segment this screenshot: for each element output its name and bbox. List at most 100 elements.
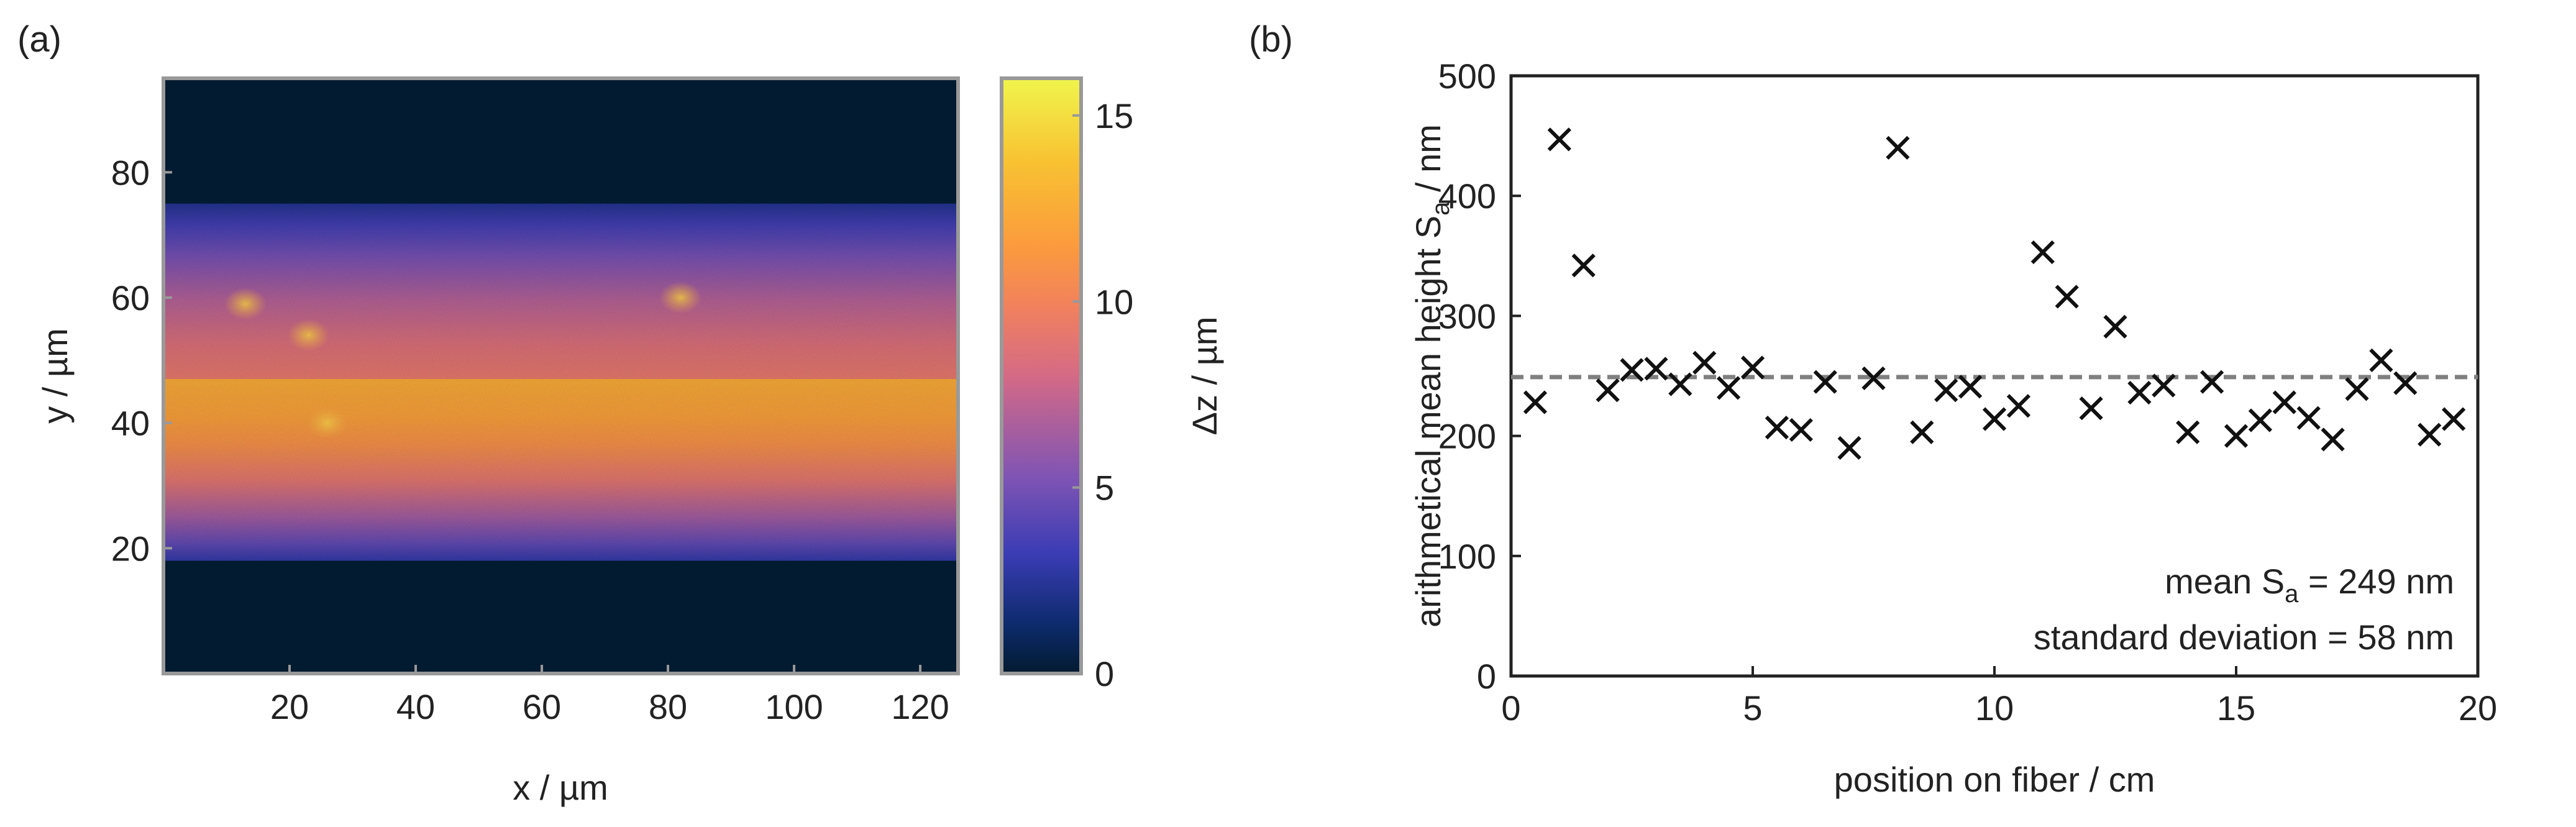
scatter-point-stroke bbox=[1571, 254, 1596, 278]
scatter-point bbox=[1861, 366, 1886, 390]
heatmap-x-tick-label: 80 bbox=[649, 687, 687, 726]
scatter-point bbox=[2006, 394, 2031, 418]
heatmap-y-tick-label: 40 bbox=[111, 404, 150, 443]
scatter-point-stroke bbox=[2272, 390, 2296, 414]
colorbar-tick-label: 10 bbox=[1095, 282, 1133, 321]
scatter-point-stroke bbox=[1910, 420, 1934, 444]
scatter-y-axis-label: arithmetical mean height Sa / nm bbox=[1409, 124, 1455, 628]
heatmap-x-axis-label: x / µm bbox=[513, 768, 608, 807]
scatter-point-stroke bbox=[2006, 394, 2031, 418]
scatter-point bbox=[1789, 418, 1813, 442]
scatter-point bbox=[1886, 135, 1910, 160]
scatter-point-stroke bbox=[2393, 371, 2418, 395]
scatter-x-tick-label: 0 bbox=[1501, 688, 1520, 728]
scatter-x-ticks: 0 5 10 15 20 bbox=[1501, 666, 2497, 728]
colorbar-frame bbox=[1000, 76, 1083, 675]
scatter-y-tick-label: 200 bbox=[1438, 417, 1496, 456]
colorbar-tick-label: 5 bbox=[1095, 468, 1114, 508]
scatter-y-tick-label: 0 bbox=[1477, 657, 1496, 696]
scatter-point-stroke bbox=[1523, 390, 1548, 414]
scatter-y-ticks: 0 100 200 300 400 500 bbox=[1438, 57, 1521, 696]
heatmap-x-tick-label: 20 bbox=[270, 687, 309, 726]
scatter-point bbox=[1934, 378, 1958, 403]
scatter-point-stroke bbox=[1934, 378, 1958, 403]
scatter-point bbox=[2079, 396, 2103, 421]
scatter-point bbox=[2296, 406, 2321, 430]
scatter-point bbox=[2441, 407, 2466, 431]
panel-b-label: (b) bbox=[1249, 19, 1293, 60]
panel-a-label: (a) bbox=[17, 19, 62, 60]
scatter-y-tick-label: 300 bbox=[1438, 296, 1496, 336]
scatter-point bbox=[1571, 254, 1596, 278]
heatmap-x-tick-label: 40 bbox=[396, 687, 435, 726]
scatter-point bbox=[2103, 314, 2127, 339]
scatter-point-stroke bbox=[1982, 407, 2007, 431]
scatter-point-stroke bbox=[1765, 415, 1789, 440]
scatter-point-stroke bbox=[2152, 373, 2176, 398]
scatter-x-tick-label: 20 bbox=[2459, 688, 2497, 728]
scatter-point bbox=[2418, 423, 2442, 447]
scatter-point bbox=[1523, 390, 1548, 414]
colorbar-tick-label: 15 bbox=[1095, 96, 1133, 135]
scatter-point-stroke bbox=[1547, 127, 1571, 152]
scatter-point bbox=[2345, 377, 2369, 401]
scatter-point bbox=[1620, 358, 1644, 382]
scatter-point-stroke bbox=[1837, 436, 1861, 460]
scatter-x-tick-label: 15 bbox=[2217, 688, 2255, 728]
heatmap-x-tick-label: 100 bbox=[765, 687, 823, 726]
scatter-point bbox=[1765, 415, 1789, 440]
scatter-x-axis-label: position on fiber / cm bbox=[1834, 760, 2155, 799]
scatter-point-stroke bbox=[2248, 408, 2273, 432]
std-annotation: standard deviation = 58 nm bbox=[2034, 618, 2454, 657]
scatter-point-stroke bbox=[2345, 377, 2369, 401]
scatter-y-tick-label: 100 bbox=[1438, 537, 1496, 576]
scatter-point-stroke bbox=[1596, 378, 1620, 403]
scatter-y-tick-label: 500 bbox=[1438, 57, 1496, 96]
scatter-point bbox=[1692, 350, 1717, 375]
scatter-point bbox=[1837, 436, 1861, 460]
colorbar-ticks: 0 5 10 15 bbox=[1072, 96, 1133, 693]
heatmap-x-tick-label: 120 bbox=[891, 687, 949, 726]
scatter-point-stroke bbox=[1644, 357, 1668, 381]
heatmap-x-ticks: 20 40 60 80 100 120 bbox=[270, 665, 949, 726]
scatter-point-stroke bbox=[2321, 427, 2345, 452]
scatter-point bbox=[1668, 372, 1692, 396]
scatter-point bbox=[1813, 370, 1837, 394]
scatter-point-stroke bbox=[2296, 406, 2321, 430]
scatter-point-stroke bbox=[1668, 372, 1692, 396]
scatter-x-tick-label: 10 bbox=[1975, 688, 2014, 728]
fiber-band-texture bbox=[163, 203, 958, 561]
scatter-point-stroke bbox=[2176, 420, 2200, 444]
scatter-point bbox=[1910, 420, 1934, 444]
scatter-point-stroke bbox=[2369, 348, 2393, 373]
scatter-point-stroke bbox=[1861, 366, 1886, 390]
scatter-point bbox=[2055, 285, 2079, 309]
scatter-point bbox=[1982, 407, 2007, 431]
scatter-point bbox=[2176, 420, 2200, 444]
heatmap-area bbox=[162, 76, 960, 675]
colorbar-strip bbox=[1002, 78, 1081, 674]
scatter-point bbox=[2030, 240, 2055, 265]
scatter-point-stroke bbox=[2224, 424, 2249, 448]
scatter-point bbox=[2321, 427, 2345, 452]
scatter-point bbox=[1547, 127, 1571, 152]
scatter-point bbox=[2272, 390, 2296, 414]
scatter-point-stroke bbox=[1886, 135, 1910, 160]
colorbar-label: Δz / µm bbox=[1185, 317, 1224, 436]
scatter-point bbox=[2127, 380, 2152, 405]
scatter-point-stroke bbox=[2079, 396, 2103, 421]
scatter-point-stroke bbox=[2055, 285, 2079, 309]
colorbar bbox=[1000, 76, 1083, 675]
scatter-point-stroke bbox=[1620, 358, 1644, 382]
scatter-point-stroke bbox=[1692, 350, 1717, 375]
heatmap-y-axis-label: y / µm bbox=[35, 328, 75, 424]
scatter-x-tick-label: 5 bbox=[1743, 688, 1762, 728]
scatter-point bbox=[1740, 355, 1765, 380]
scatter-point bbox=[2199, 370, 2224, 394]
heatmap-y-tick-label: 60 bbox=[111, 278, 150, 318]
scatter-point-stroke bbox=[2441, 407, 2466, 431]
scatter-point-stroke bbox=[1789, 418, 1813, 442]
scatter-point bbox=[1644, 357, 1668, 381]
scatter-point-stroke bbox=[2127, 380, 2152, 405]
